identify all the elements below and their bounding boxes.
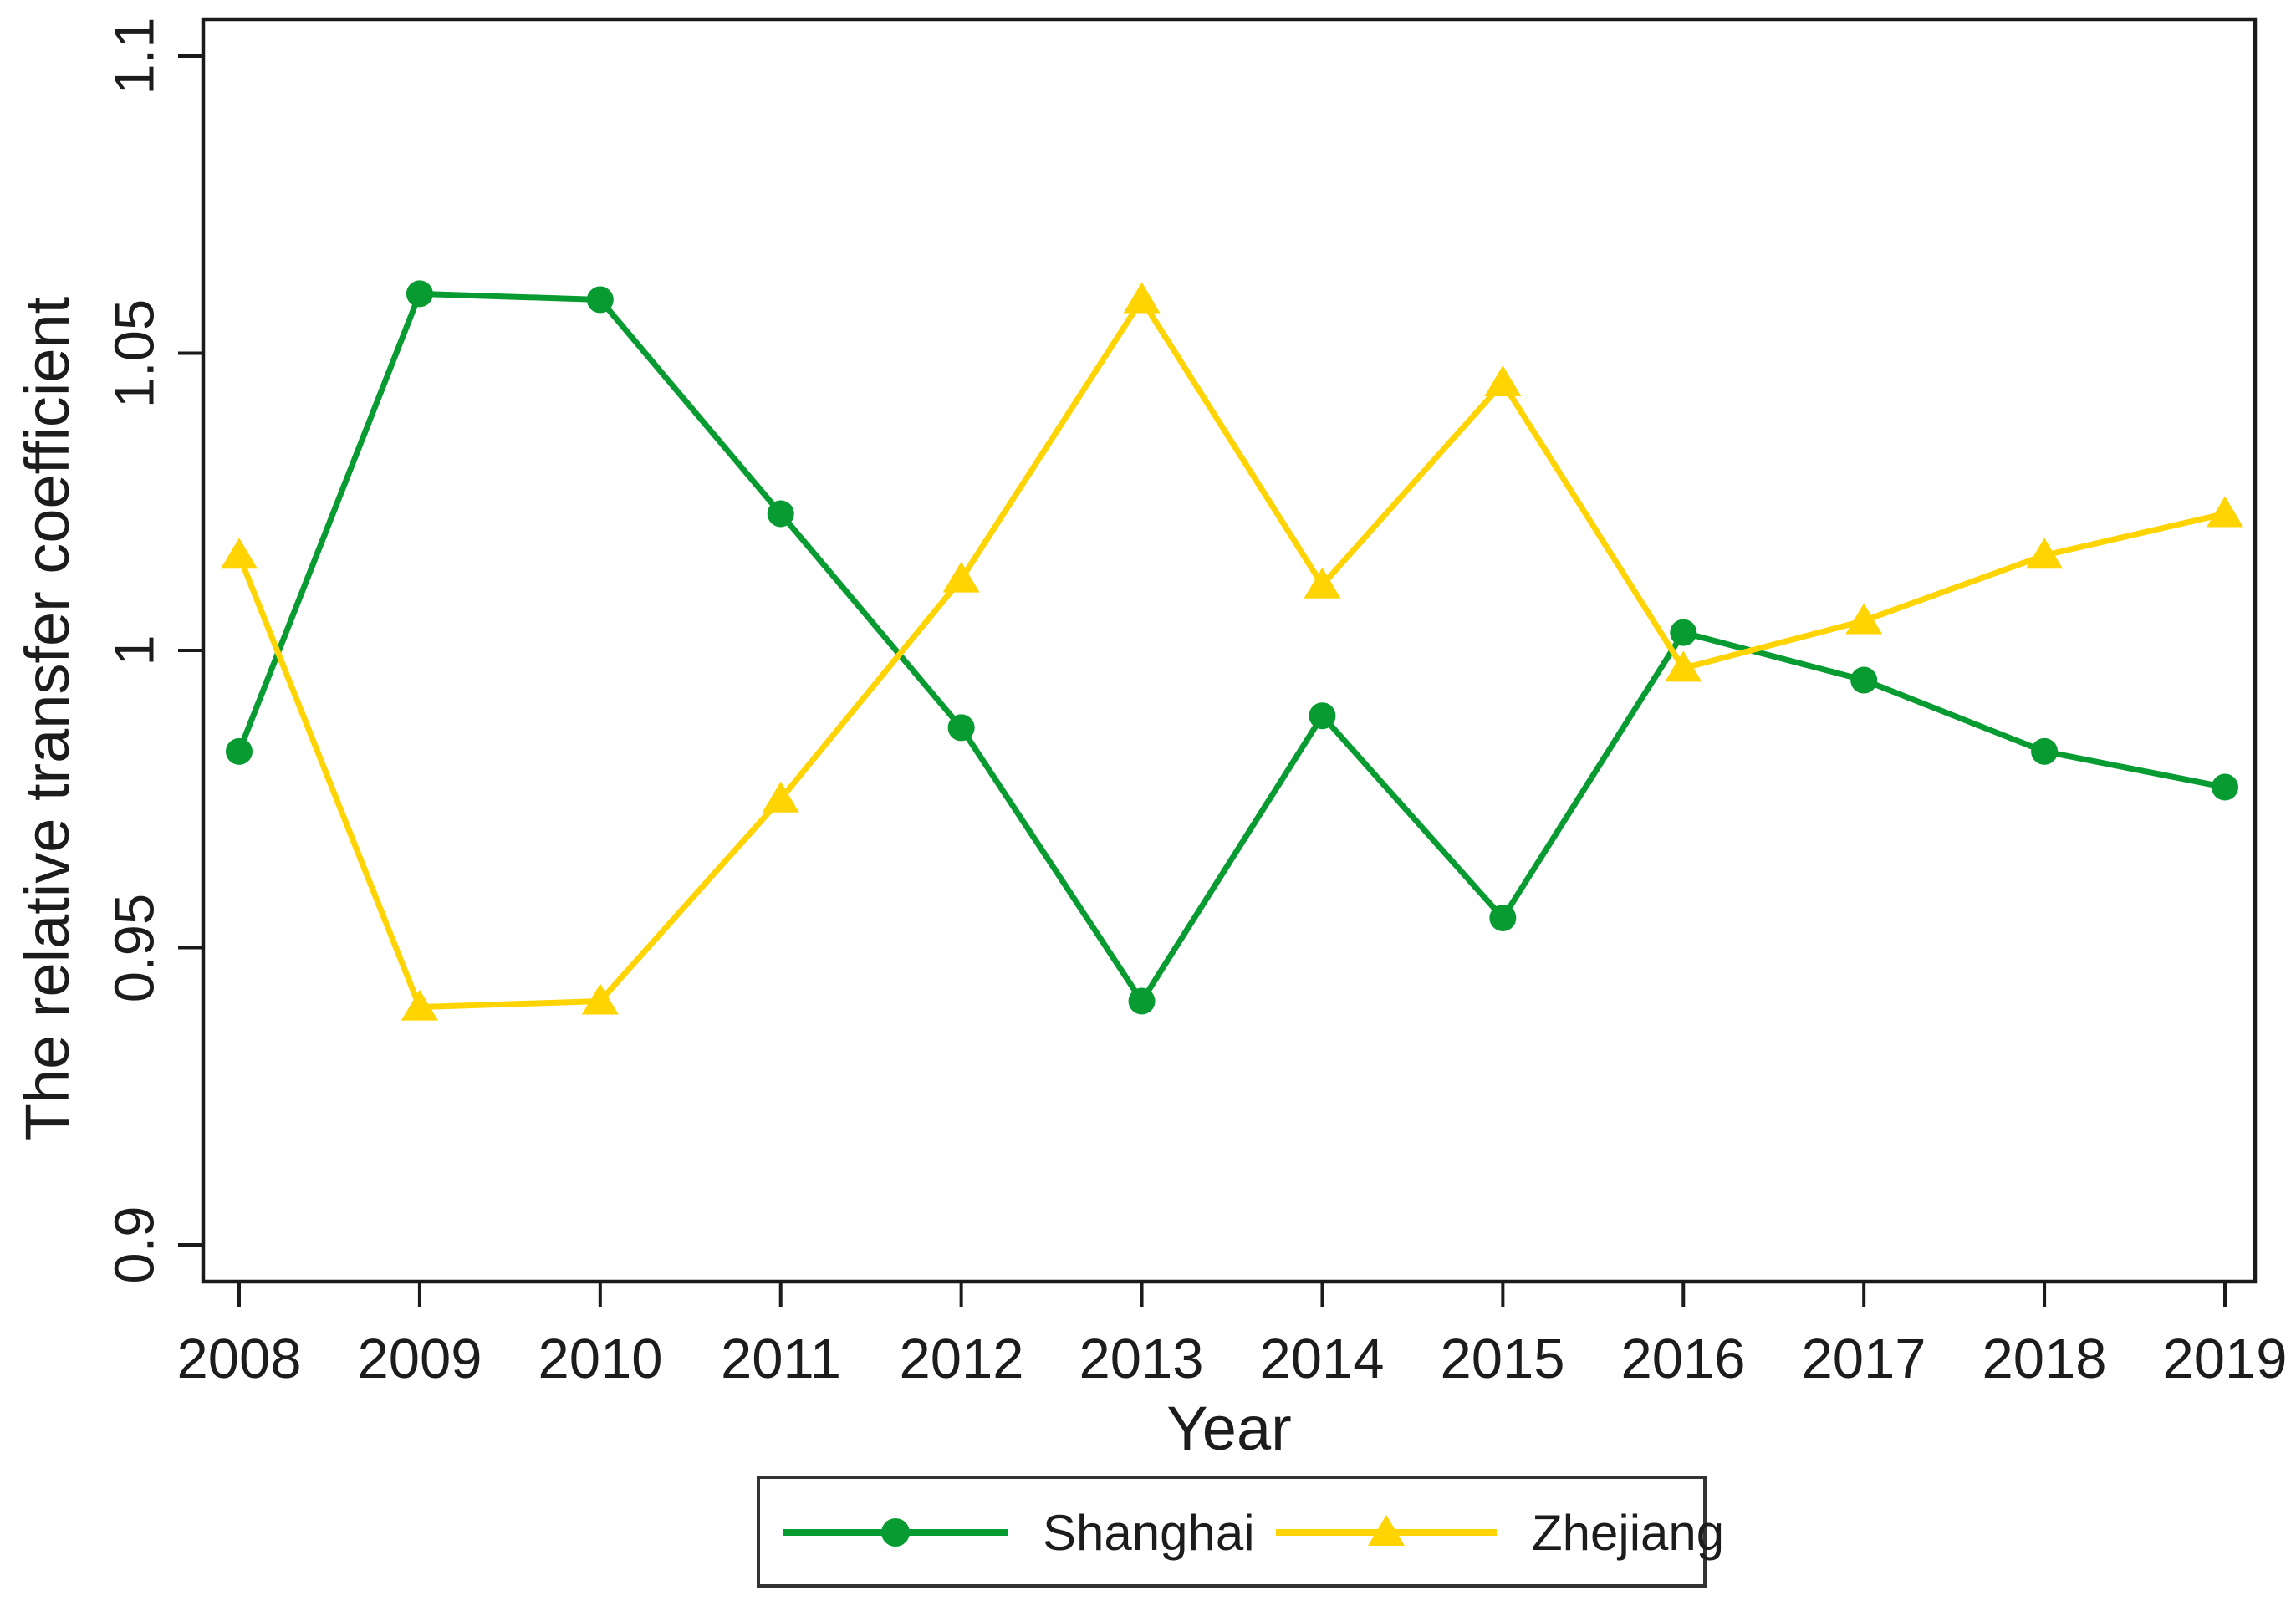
x-tick-label: 2016 <box>1620 1328 1745 1390</box>
zhejiang-marker-triangle <box>581 983 619 1015</box>
y-tick-label: 0.9 <box>103 1206 166 1283</box>
y-axis-title: The relative transfer coefficient <box>13 296 82 1141</box>
zhejiang-marker-triangle <box>762 781 799 813</box>
x-tick-label: 2018 <box>1982 1328 2106 1390</box>
x-tick-label: 2017 <box>1801 1328 1926 1390</box>
zhejiang-marker-triangle <box>2026 538 2064 569</box>
shanghai-marker-circle <box>1128 987 1156 1015</box>
zhejiang-marker-triangle <box>1304 567 1341 599</box>
shanghai-marker-circle <box>1489 904 1517 931</box>
legend-label-zhejiang: Zhejiang <box>1532 1505 1724 1561</box>
shanghai-marker-circle <box>586 286 614 314</box>
x-tick-label: 2011 <box>721 1328 841 1390</box>
zhejiang-marker-triangle <box>1123 282 1161 314</box>
plot-area-border <box>201 17 2258 1284</box>
x-tick-label: 2015 <box>1440 1328 1564 1390</box>
legend-label-shanghai: Shanghai <box>1043 1505 1255 1561</box>
x-axis-title: Year <box>1166 1394 1292 1463</box>
tick-layer <box>178 54 2227 1307</box>
zhejiang-marker-triangle <box>221 538 258 569</box>
legend-marker-shanghai-circle <box>881 1518 910 1547</box>
zhejiang-marker-triangle <box>942 561 980 593</box>
x-tick-label: 2012 <box>899 1328 1023 1390</box>
zhejiang-marker-triangle <box>2206 496 2243 528</box>
zhejiang-line <box>236 297 2228 1011</box>
x-tick-label: 2008 <box>176 1328 301 1390</box>
y-tick-label: 1.05 <box>103 299 166 408</box>
zhejiang-marker-triangle <box>1665 650 1702 682</box>
zhejiang-marker-triangle <box>1484 365 1522 397</box>
shanghai-marker-circle <box>406 280 433 308</box>
legend: Shanghai Zhejiang <box>757 1476 1724 1588</box>
shanghai-marker-circle <box>1670 619 1697 646</box>
legend-marker-zhejiang-triangle <box>1368 1515 1405 1546</box>
shanghai-marker-circle <box>2211 773 2238 801</box>
shanghai-marker-circle <box>1309 702 1336 730</box>
shanghai-marker-circle <box>947 714 975 742</box>
y-tick-label: 0.95 <box>103 894 166 1002</box>
x-tick-label: 2019 <box>2162 1328 2287 1390</box>
x-tick-label: 2013 <box>1079 1328 1203 1390</box>
x-tick-label: 2009 <box>357 1328 482 1390</box>
y-tick-label: 1.1 <box>103 17 166 94</box>
zhejiang-marker-triangle <box>1845 603 1883 635</box>
zhejiang-marker-triangle <box>401 989 438 1021</box>
shanghai-marker-circle <box>1850 666 1878 694</box>
shanghai-line <box>236 290 2228 1004</box>
y-axis-tick-labels: 0.9 0.95 1 1.05 1.1 <box>103 17 166 1283</box>
series-layer <box>221 280 2243 1021</box>
shanghai-marker-circle <box>767 500 794 528</box>
shanghai-marker-circle <box>2031 737 2059 765</box>
x-tick-label: 2010 <box>538 1328 662 1390</box>
x-axis-tick-labels: 2008 2009 2010 2011 2012 2013 2014 2015 … <box>176 1328 2287 1390</box>
y-tick-label: 1 <box>103 635 166 665</box>
x-tick-label: 2014 <box>1259 1328 1384 1390</box>
shanghai-marker-circle <box>226 737 253 765</box>
